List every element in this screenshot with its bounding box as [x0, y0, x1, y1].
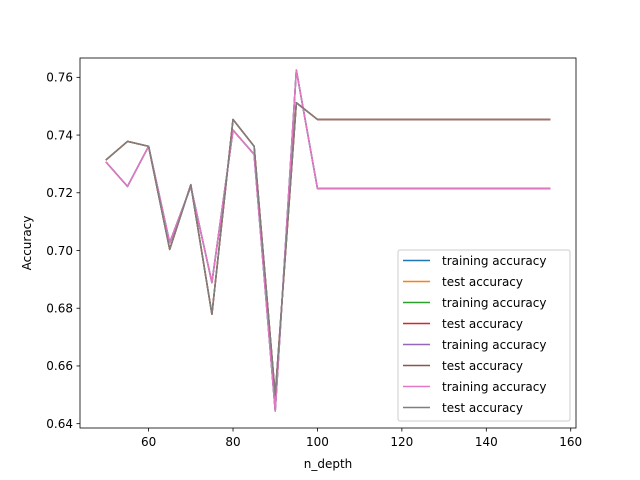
- legend-label: training accuracy: [442, 338, 546, 352]
- legend-label: training accuracy: [442, 380, 546, 394]
- y-tick-label: 0.68: [46, 302, 73, 316]
- x-axis-label: n_depth: [304, 457, 353, 471]
- y-tick-label: 0.70: [46, 244, 73, 258]
- y-tick-label: 0.74: [46, 128, 73, 142]
- x-tick-label: 100: [306, 435, 329, 449]
- legend-label: test accuracy: [442, 317, 523, 331]
- x-tick-label: 140: [475, 435, 498, 449]
- legend-label: test accuracy: [442, 401, 523, 415]
- x-tick-label: 80: [225, 435, 240, 449]
- legend-box: [397, 249, 571, 422]
- y-axis: 0.64 0.66 0.68 0.70 0.72 0.74 0.76: [46, 71, 80, 431]
- plot-frame: [79, 57, 577, 429]
- series-line-7: [105, 69, 551, 412]
- series-layer: [105, 69, 551, 412]
- series-line-8: [105, 101, 551, 397]
- legend-label: test accuracy: [442, 359, 523, 373]
- y-tick-label: 0.66: [46, 359, 73, 373]
- x-tick-label: 160: [559, 435, 582, 449]
- y-axis-label: Accuracy: [20, 216, 34, 271]
- y-tick-label: 0.72: [46, 186, 73, 200]
- y-tick-label: 0.76: [46, 71, 73, 85]
- legend-label: test accuracy: [442, 275, 523, 289]
- legend: training accuracy test accuracy training a…: [397, 249, 571, 422]
- legend-label: training accuracy: [442, 254, 546, 268]
- y-tick-label: 0.64: [46, 417, 73, 431]
- x-tick-label: 60: [141, 435, 156, 449]
- x-tick-label: 120: [390, 435, 413, 449]
- legend-label: training accuracy: [442, 296, 546, 310]
- x-axis: 60 80 100 120 140 160: [141, 428, 582, 449]
